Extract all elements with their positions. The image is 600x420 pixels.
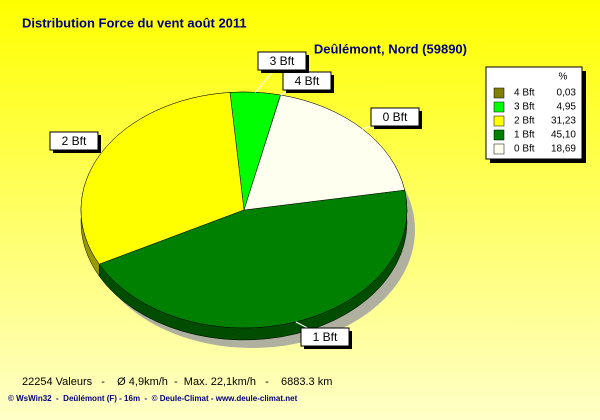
callout-box (49, 131, 99, 151)
legend: % 4 Bft 0,03 3 Bft 4,95 2 Bft 31,23 1 Bft 45,10… (485, 66, 586, 163)
legend-header: % (559, 72, 568, 83)
slice (98, 189, 408, 329)
legend-swatch (493, 87, 505, 99)
legend-label: 2 Bft (514, 116, 535, 127)
legend-swatch (493, 115, 505, 127)
callout-box (370, 107, 420, 127)
callout-box (257, 51, 307, 71)
legend-value: 4,95 (557, 102, 577, 113)
callout-label: 3 Bft (270, 54, 295, 68)
footer: 22254 Valeurs - Ø 4,9km/h - Max. 22,1km/… (22, 376, 332, 388)
legend-label: 3 Bft (514, 102, 535, 113)
callout-label: 4 Bft (295, 74, 320, 88)
legend-value: 18,69 (551, 144, 576, 155)
legend-swatch (493, 129, 505, 141)
callout-label: 2 Bft (62, 134, 87, 148)
legend-value: 0,03 (557, 88, 577, 99)
legend-swatch (493, 101, 505, 113)
slice (80, 92, 245, 265)
callout-label: 1 Bft (313, 330, 338, 344)
legend-value: 31,23 (551, 116, 576, 127)
credits: © WsWin32 - Deûlémont (F) - 16m - © Deul… (8, 394, 298, 403)
legend-value: 45,10 (551, 130, 576, 141)
chart-title: Distribution Force du vent août 2011 (22, 15, 247, 30)
legend-label: 0 Bft (514, 144, 535, 155)
callout-label: 0 Bft (383, 110, 408, 124)
legend-label: 1 Bft (514, 130, 535, 141)
chart-subtitle: Deûlémont, Nord (59890) (314, 41, 467, 56)
legend-swatch (493, 143, 505, 155)
callout-box (300, 327, 350, 347)
legend-label: 4 Bft (514, 88, 535, 99)
legend-box (485, 66, 583, 160)
